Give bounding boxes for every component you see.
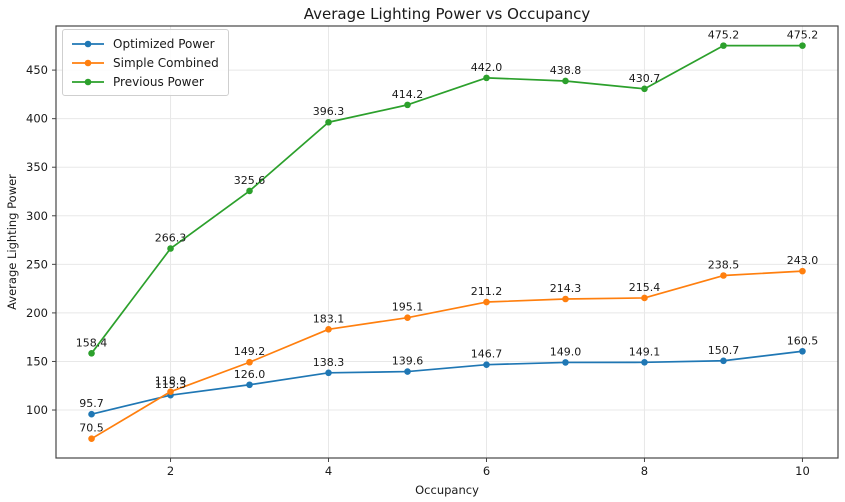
series-line xyxy=(90,44,804,355)
data-point-marker xyxy=(246,381,253,389)
legend-label: Previous Power xyxy=(113,74,204,89)
y-tick-label: 450 xyxy=(26,63,48,77)
data-point-label: 215.4 xyxy=(629,281,661,294)
data-point-label: 475.2 xyxy=(787,29,819,42)
y-tick-label: 300 xyxy=(26,209,48,223)
data-point-label: 195.1 xyxy=(392,301,424,314)
y-tick-label: 400 xyxy=(26,112,48,126)
data-point-marker xyxy=(483,74,490,82)
data-point-marker xyxy=(799,42,806,49)
data-point-label: 149.1 xyxy=(629,345,661,358)
data-point-marker xyxy=(799,267,806,275)
data-point-label: 243.0 xyxy=(787,254,819,267)
legend-line-marker xyxy=(72,78,104,85)
data-point-label: 149.2 xyxy=(234,345,266,358)
data-point-label: 475.2 xyxy=(708,29,740,42)
x-axis-label: Occupancy xyxy=(415,483,479,497)
y-tick-label: 350 xyxy=(26,160,48,174)
x-tick-label: 8 xyxy=(641,464,648,478)
y-axis-label: Average Lighting Power xyxy=(5,174,19,310)
data-point-marker xyxy=(562,295,569,303)
data-point-marker xyxy=(720,42,727,49)
data-point-label: 325.6 xyxy=(234,174,266,187)
data-point-marker xyxy=(720,357,727,365)
data-point-label: 95.7 xyxy=(79,397,104,410)
data-point-marker xyxy=(483,361,490,368)
series-line xyxy=(90,270,804,440)
point-label-layer: 95.7 115.3 126.0 138.3 139.6 146.7 149.0 149.1 1… xyxy=(76,29,818,435)
data-point-marker xyxy=(720,272,727,279)
legend-label: Simple Combined xyxy=(113,55,219,70)
data-point-label: 214.3 xyxy=(550,282,582,295)
y-tick-label: 150 xyxy=(26,354,48,368)
legend-line-marker xyxy=(72,59,104,66)
data-point-label: 149.0 xyxy=(550,345,582,358)
data-point-label: 442.0 xyxy=(471,61,503,74)
data-point-label: 146.7 xyxy=(471,348,503,361)
data-point-marker xyxy=(562,77,569,85)
grid-layer xyxy=(56,26,838,458)
data-point-label: 158.4 xyxy=(76,336,108,349)
x-tick-label: 6 xyxy=(483,464,490,478)
data-point-label: 183.1 xyxy=(313,312,345,325)
data-point-marker xyxy=(325,326,332,333)
data-point-label: 160.5 xyxy=(787,334,819,347)
data-point-marker xyxy=(246,358,253,366)
data-point-label: 115.3 xyxy=(155,378,187,391)
data-point-marker xyxy=(88,350,95,357)
y-tick-label: 200 xyxy=(26,306,48,320)
legend-line-marker xyxy=(72,40,104,47)
plot-border xyxy=(55,25,839,459)
legend-item: Optimized Power xyxy=(71,35,219,52)
series-line xyxy=(90,350,804,416)
data-point-marker xyxy=(167,388,174,395)
data-point-marker xyxy=(88,410,95,418)
series-layer xyxy=(88,42,806,442)
y-tick-label: 250 xyxy=(26,257,48,271)
legend: Optimized Power Simple Combined Previous P… xyxy=(62,29,229,96)
data-point-marker xyxy=(562,359,569,366)
data-point-marker xyxy=(404,101,411,109)
data-point-marker xyxy=(483,298,490,306)
data-point-marker xyxy=(88,435,95,442)
data-point-label: 118.9 xyxy=(155,375,187,388)
data-point-marker xyxy=(641,294,648,302)
data-point-label: 430.7 xyxy=(629,72,661,85)
data-point-marker xyxy=(641,85,648,93)
data-point-marker xyxy=(404,368,411,375)
legend-label: Optimized Power xyxy=(113,36,215,51)
x-tick-label: 4 xyxy=(325,464,332,478)
data-point-label: 70.5 xyxy=(79,422,104,435)
data-point-marker xyxy=(641,359,648,366)
chart-title: Average Lighting Power vs Occupancy xyxy=(304,5,591,23)
data-point-label: 126.0 xyxy=(234,368,266,381)
data-point-label: 139.6 xyxy=(392,355,424,368)
x-tick-label: 10 xyxy=(795,464,810,478)
data-point-marker xyxy=(799,347,806,355)
data-point-label: 266.3 xyxy=(155,232,187,245)
data-point-marker xyxy=(167,245,174,252)
data-point-marker xyxy=(325,118,332,126)
data-point-label: 438.8 xyxy=(550,64,582,77)
data-point-marker xyxy=(325,369,332,377)
data-point-label: 211.2 xyxy=(471,285,503,298)
x-tick-label: 2 xyxy=(167,464,174,478)
data-point-label: 414.2 xyxy=(392,88,424,101)
data-point-label: 238.5 xyxy=(708,259,740,272)
data-point-label: 150.7 xyxy=(708,344,740,357)
legend-item: Simple Combined xyxy=(71,54,219,71)
axes-layer: 2 4 6 8 10 100 150 200 250 300 350 400 450 xyxy=(26,25,839,478)
data-point-label: 396.3 xyxy=(313,105,345,118)
data-point-marker xyxy=(246,187,253,195)
y-tick-label: 100 xyxy=(26,403,48,417)
data-point-label: 138.3 xyxy=(313,356,345,369)
data-point-marker xyxy=(404,314,411,321)
legend-item: Previous Power xyxy=(71,73,219,90)
